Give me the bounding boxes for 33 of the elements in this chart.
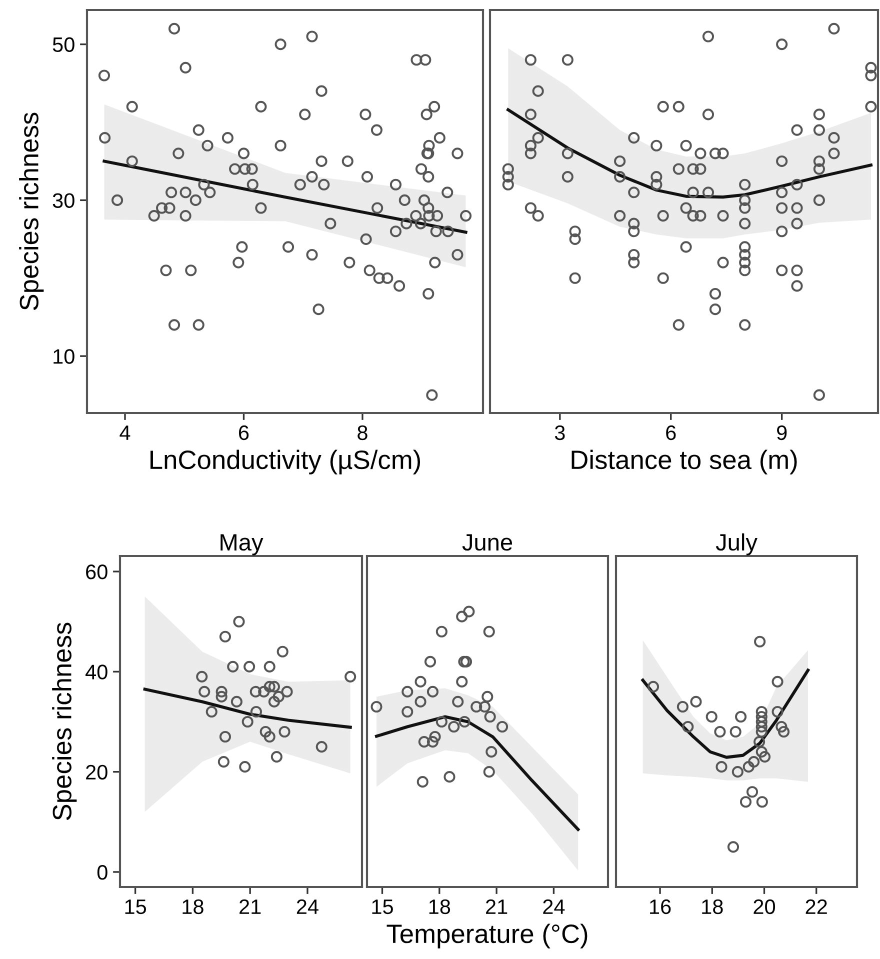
y-tick-label: 30 [52,193,74,208]
x-tick-label: 21 [486,899,508,914]
x-tick-label: 3 [554,425,565,440]
x-tick-label: 24 [543,899,565,914]
x-tick-label: 15 [372,900,393,914]
y-axis-title: Species richness [52,622,77,820]
y-tick-label: 10 [54,349,74,364]
x-tick-label: 16 [650,899,671,914]
x-tick-label: 20 [754,899,776,914]
x-tick-label: 15 [125,900,146,914]
y-tick-label: 50 [52,37,74,52]
x-tick-label: 6 [239,425,249,440]
x-tick-label: 21 [240,899,261,914]
x-tick-label: 6 [666,425,676,440]
x-axis-title: Temperature (°C) [386,924,588,948]
y-tick-label: 60 [86,564,108,580]
chart-title: June [462,534,512,551]
y-tick-label: 40 [86,664,108,680]
x-tick-label: 8 [358,425,368,440]
x-tick-label: 18 [429,899,450,914]
x-tick-label: 24 [296,899,318,914]
x-axis-title: Distance to sea (m) [572,450,797,474]
y-tick-label: 0 [97,864,108,880]
chart-title: July [716,533,758,556]
x-tick-label: 22 [806,899,827,914]
x-axis-title: LnConductivity (µS/cm) [150,450,420,474]
y-tick-label: 20 [86,764,108,780]
x-tick-label: 18 [702,899,723,914]
y-axis-title: Species richness [19,112,44,310]
chart-title: May [220,534,264,556]
x-tick-label: 4 [120,426,130,440]
x-tick-label: 18 [182,899,204,914]
x-tick-label: 9 [777,425,787,440]
